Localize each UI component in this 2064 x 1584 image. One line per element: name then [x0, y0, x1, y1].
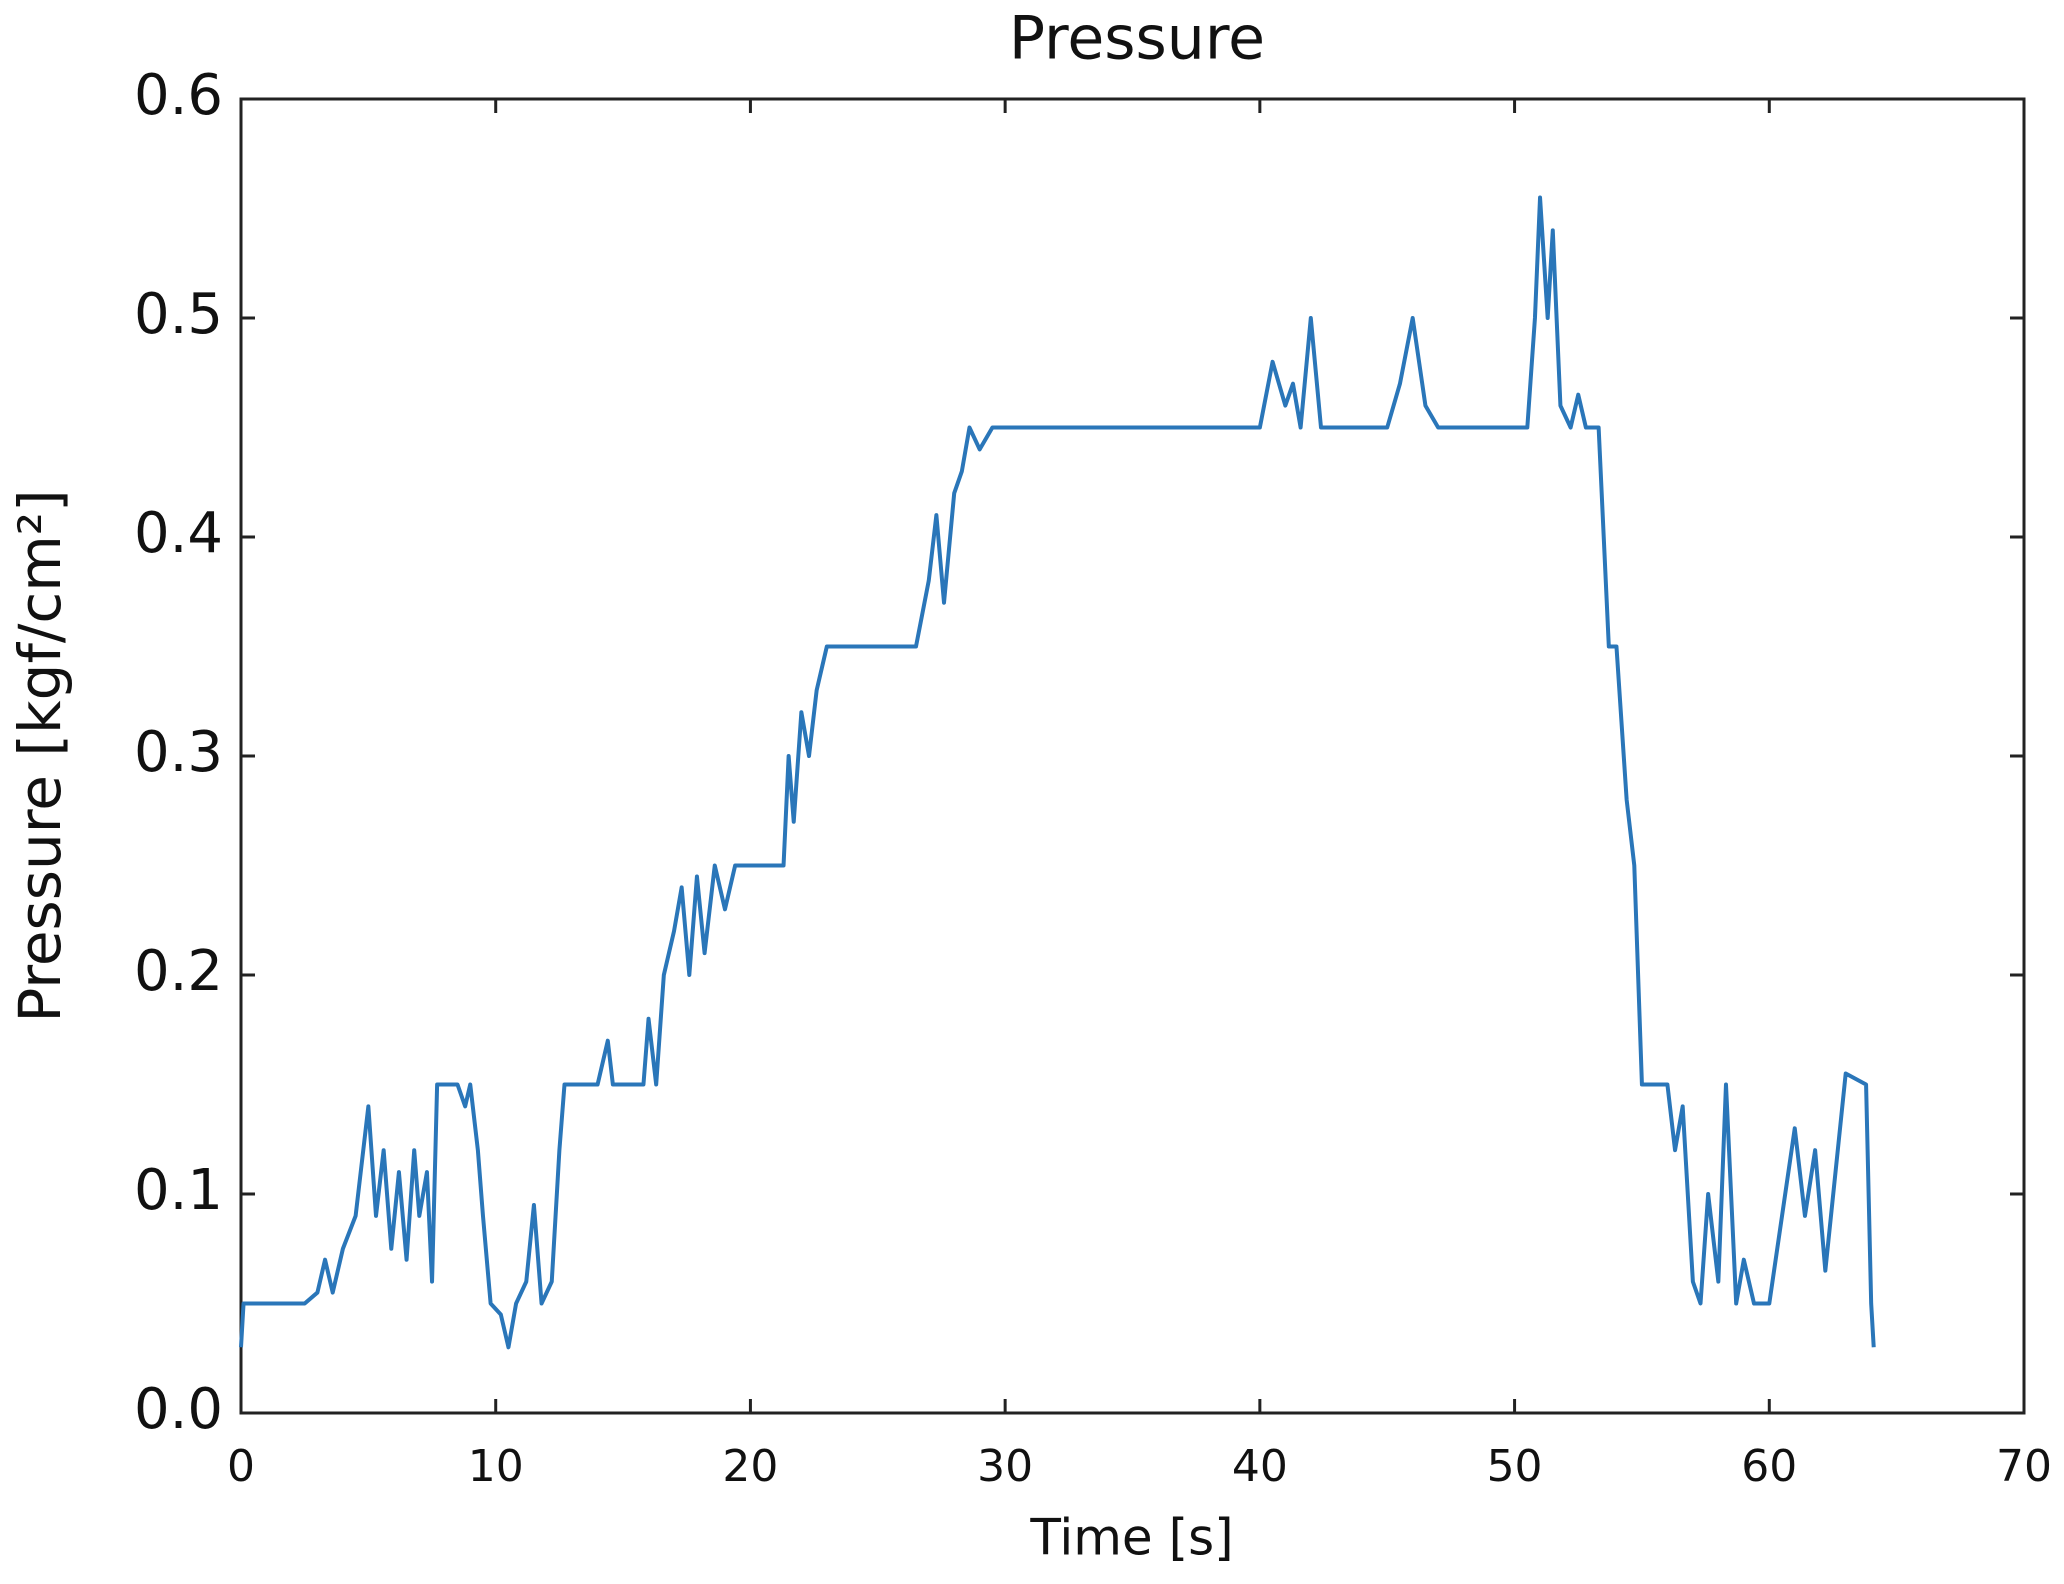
y-tick-label: 0.4 — [134, 501, 223, 566]
y-tick-label: 0.2 — [134, 939, 223, 1004]
x-tick-label: 10 — [468, 1441, 524, 1492]
y-tick-label: 0.6 — [134, 63, 223, 128]
x-tick-label: 50 — [1487, 1441, 1543, 1492]
chart-title: Pressure — [1009, 4, 1265, 74]
x-tick-label: 70 — [1996, 1441, 2052, 1492]
x-tick-label: 30 — [977, 1441, 1033, 1492]
y-tick-label: 0.5 — [134, 282, 223, 347]
x-tick-label: 60 — [1741, 1441, 1797, 1492]
data-line — [239, 195, 1876, 1350]
y-tick-label: 0.3 — [134, 720, 223, 785]
y-axis-label: Pressure [kgf/cm²] — [6, 489, 74, 1022]
x-tick-label: 40 — [1232, 1441, 1288, 1492]
x-tick-label: 0 — [227, 1441, 255, 1492]
x-axis-label: Time [s] — [1029, 1509, 1233, 1567]
y-tick-label: 0.0 — [134, 1377, 223, 1442]
y-tick-label: 0.1 — [134, 1158, 223, 1223]
plot-frame — [239, 97, 2026, 1415]
x-tick-label: 20 — [722, 1441, 778, 1492]
